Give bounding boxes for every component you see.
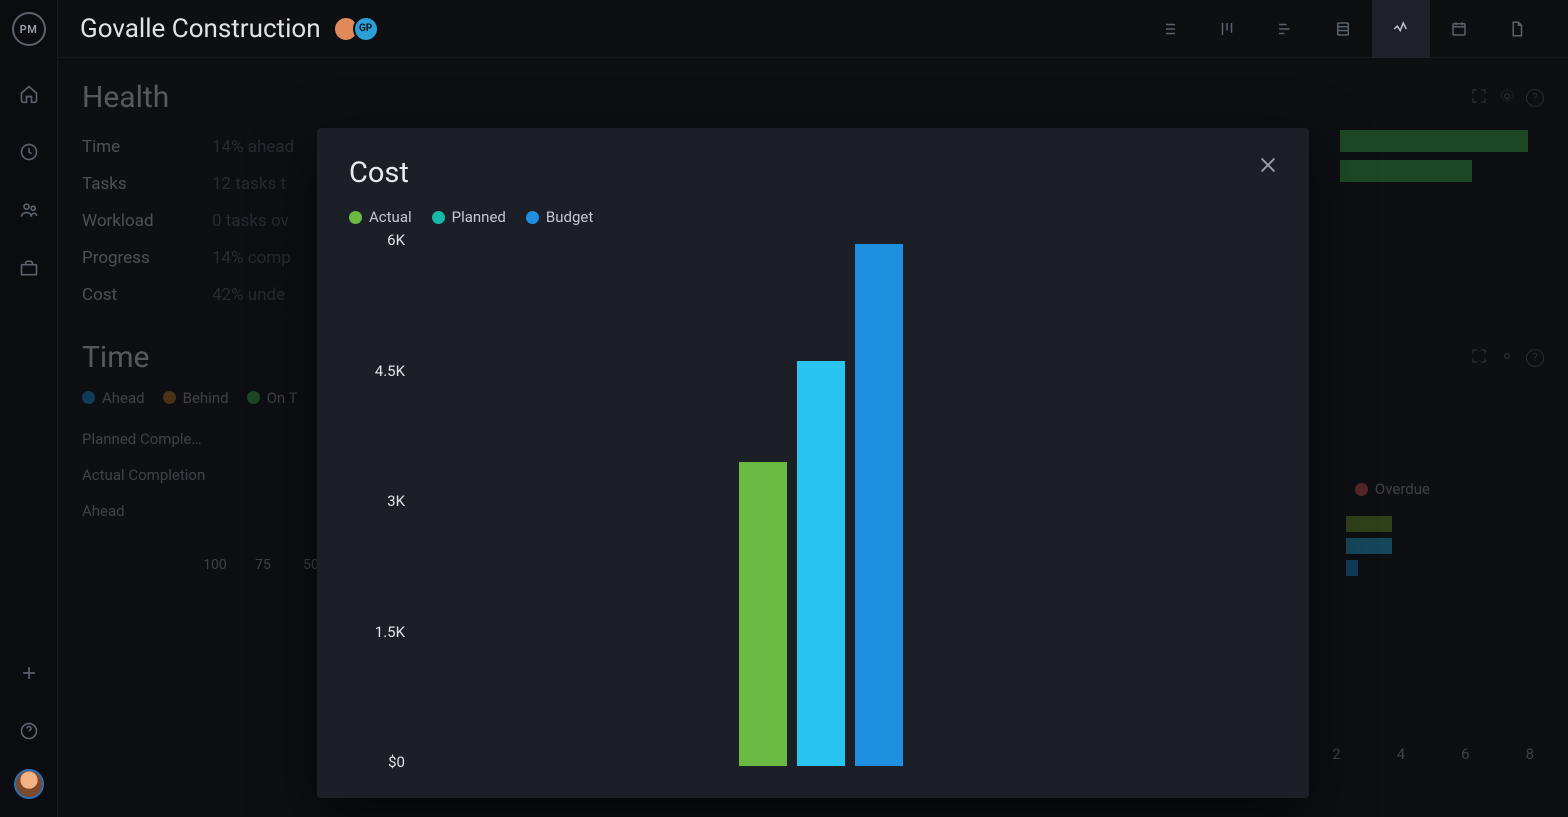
modal-title: Cost [349, 156, 1277, 190]
panel-help-icon[interactable]: ? [1526, 89, 1544, 107]
legend-item: Actual [349, 208, 412, 226]
x-tick: 100 [200, 557, 230, 573]
left-nav-rail: PM [0, 0, 58, 817]
bg-bar [1346, 538, 1392, 554]
time-row-labels: Planned Comple…Actual CompletionAhead [82, 421, 290, 529]
time-row-label: Ahead [82, 493, 290, 529]
bg-bar [1346, 516, 1392, 532]
project-title: Govalle Construction [80, 14, 321, 44]
view-tab-calendar[interactable] [1430, 0, 1488, 58]
bg-small-bars [1346, 516, 1392, 576]
time-row-label: Actual Completion [82, 457, 290, 493]
health-row-label: Tasks [82, 174, 212, 194]
health-row-value: 14% ahead [212, 137, 294, 157]
legend-item: On T [247, 389, 298, 407]
health-row-label: Workload [82, 211, 212, 231]
health-row-value: 42% unde [212, 285, 285, 305]
chart-legend: Actual Planned Budget [349, 208, 1277, 226]
view-tab-files[interactable] [1488, 0, 1546, 58]
health-row-label: Cost [82, 285, 212, 305]
chart-bar-actual [739, 462, 787, 767]
health-title: Health [82, 80, 169, 115]
y-tick: $0 [388, 753, 405, 771]
overdue-label: Overdue [1375, 480, 1430, 498]
x-tick: 6 [1461, 745, 1469, 763]
home-icon[interactable] [9, 74, 49, 114]
legend-item: Ahead [82, 389, 145, 407]
x-tick: 75 [248, 557, 278, 573]
bg-bar [1340, 160, 1472, 182]
bg-bar [1346, 560, 1358, 576]
gear-icon[interactable] [1498, 87, 1516, 109]
overdue-legend: Overdue [1355, 480, 1430, 498]
gear-icon[interactable] [1498, 347, 1516, 369]
x-tick: 4 [1397, 745, 1405, 763]
help-icon[interactable] [9, 711, 49, 751]
panel-help-icon[interactable]: ? [1526, 349, 1544, 367]
legend-item: Planned [432, 208, 506, 226]
legend-item: Budget [526, 208, 593, 226]
chart-bars [739, 244, 1207, 766]
app-logo[interactable]: PM [12, 12, 46, 46]
health-row-label: Time [82, 137, 212, 157]
view-tab-dashboard[interactable] [1372, 0, 1430, 58]
topbar: Govalle Construction GP [58, 0, 1568, 58]
y-tick: 6K [387, 231, 405, 249]
view-tab-list[interactable] [1140, 0, 1198, 58]
view-tab-sheet[interactable] [1314, 0, 1372, 58]
view-tab-gantt[interactable] [1256, 0, 1314, 58]
expand-icon[interactable] [1470, 87, 1488, 109]
avatar-group[interactable]: GP [339, 16, 379, 42]
health-row-value: 0 tasks ov [212, 211, 289, 231]
y-tick: 4.5K [375, 362, 405, 380]
chart-area: 6K4.5K3K1.5K$0 [349, 240, 1277, 780]
bg-bar [1340, 130, 1528, 152]
view-tab-board[interactable] [1198, 0, 1256, 58]
health-row-label: Progress [82, 248, 212, 268]
people-icon[interactable] [9, 190, 49, 230]
close-icon[interactable] [1257, 154, 1279, 176]
view-tabs [1140, 0, 1546, 58]
bg-green-bars [1340, 130, 1528, 182]
chart-bar-planned [797, 361, 845, 766]
x-tick: 8 [1526, 745, 1534, 763]
cost-modal: Cost Actual Planned Budget 6K 4.5K 3K 1.5K $0 [317, 128, 1309, 798]
avatar[interactable]: GP [353, 16, 379, 42]
clock-icon[interactable] [9, 132, 49, 172]
briefcase-icon[interactable] [9, 248, 49, 288]
legend-item: Behind [163, 389, 229, 407]
y-tick: 3K [387, 492, 405, 510]
time-title: Time [82, 340, 149, 375]
y-tick: 1.5K [375, 623, 405, 641]
add-icon[interactable] [9, 653, 49, 693]
expand-icon[interactable] [1470, 347, 1488, 369]
chart-bar-budget [855, 244, 903, 766]
time-row-label: Planned Comple… [82, 421, 290, 457]
x-tick: 2 [1332, 745, 1340, 763]
user-avatar[interactable] [14, 769, 44, 799]
health-row-value: 14% comp [212, 248, 291, 268]
y-axis-labels: 6K4.5K3K1.5K$0 [349, 240, 405, 766]
health-row-value: 12 tasks t [212, 174, 286, 194]
